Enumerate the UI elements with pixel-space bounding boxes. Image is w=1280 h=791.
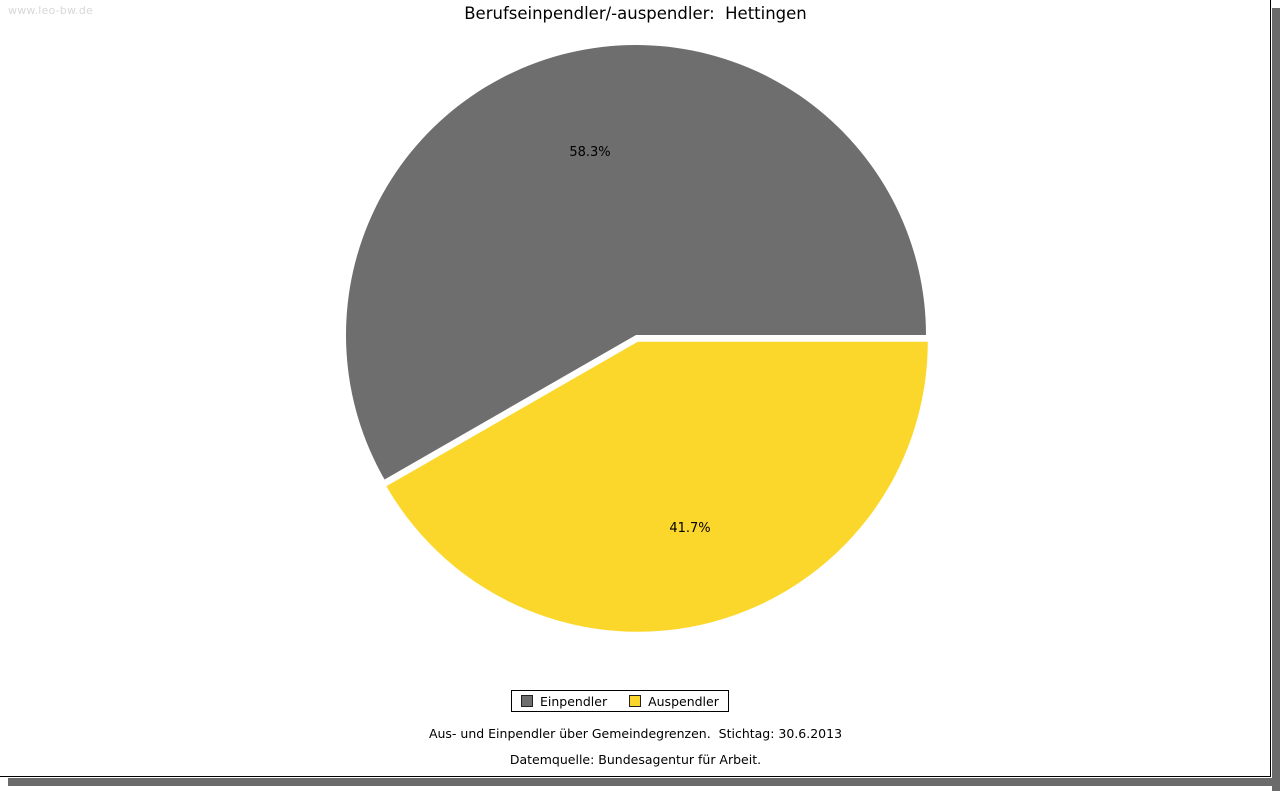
legend-entry-einpendler[interactable]: Einpendler (521, 694, 607, 709)
legend-swatch-auspendler (629, 695, 642, 707)
legend-entry-auspendler[interactable]: Auspendler (629, 694, 719, 709)
chart-title: Berufseinpendler/-auspendler: Hettingen (464, 4, 807, 23)
watermark-text: www.leo-bw.de (8, 4, 94, 17)
pie-slice-auspendler[interactable] (386, 341, 928, 632)
legend-swatch-einpendler (521, 695, 533, 707)
legend-label-einpendler: Einpendler (540, 693, 608, 709)
pie-chart-area: 58.3% 41.7% (346, 44, 928, 632)
legend-label-auspendler: Auspendler (648, 693, 719, 709)
frame-shadow-right (1272, 8, 1280, 791)
pie-label-auspendler: 41.7% (669, 521, 710, 536)
footnote-source-note: Aus- und Einpendler über Gemeindegrenzen… (428, 726, 843, 741)
chart-figure-frame: www.leo-bw.de Berufseinpendler/-auspendl… (0, 0, 1271, 777)
pie-slice-einpendler[interactable] (346, 44, 927, 480)
chart-legend: Einpendler Auspendler (511, 690, 729, 712)
footnote-data-source: Datemquelle: Bundesagentur für Arbeit. (509, 752, 762, 767)
frame-shadow-bottom (8, 778, 1280, 786)
pie-label-einpendler: 58.3% (569, 145, 610, 160)
pie-chart-svg: 58.3% 41.7% (346, 44, 928, 632)
